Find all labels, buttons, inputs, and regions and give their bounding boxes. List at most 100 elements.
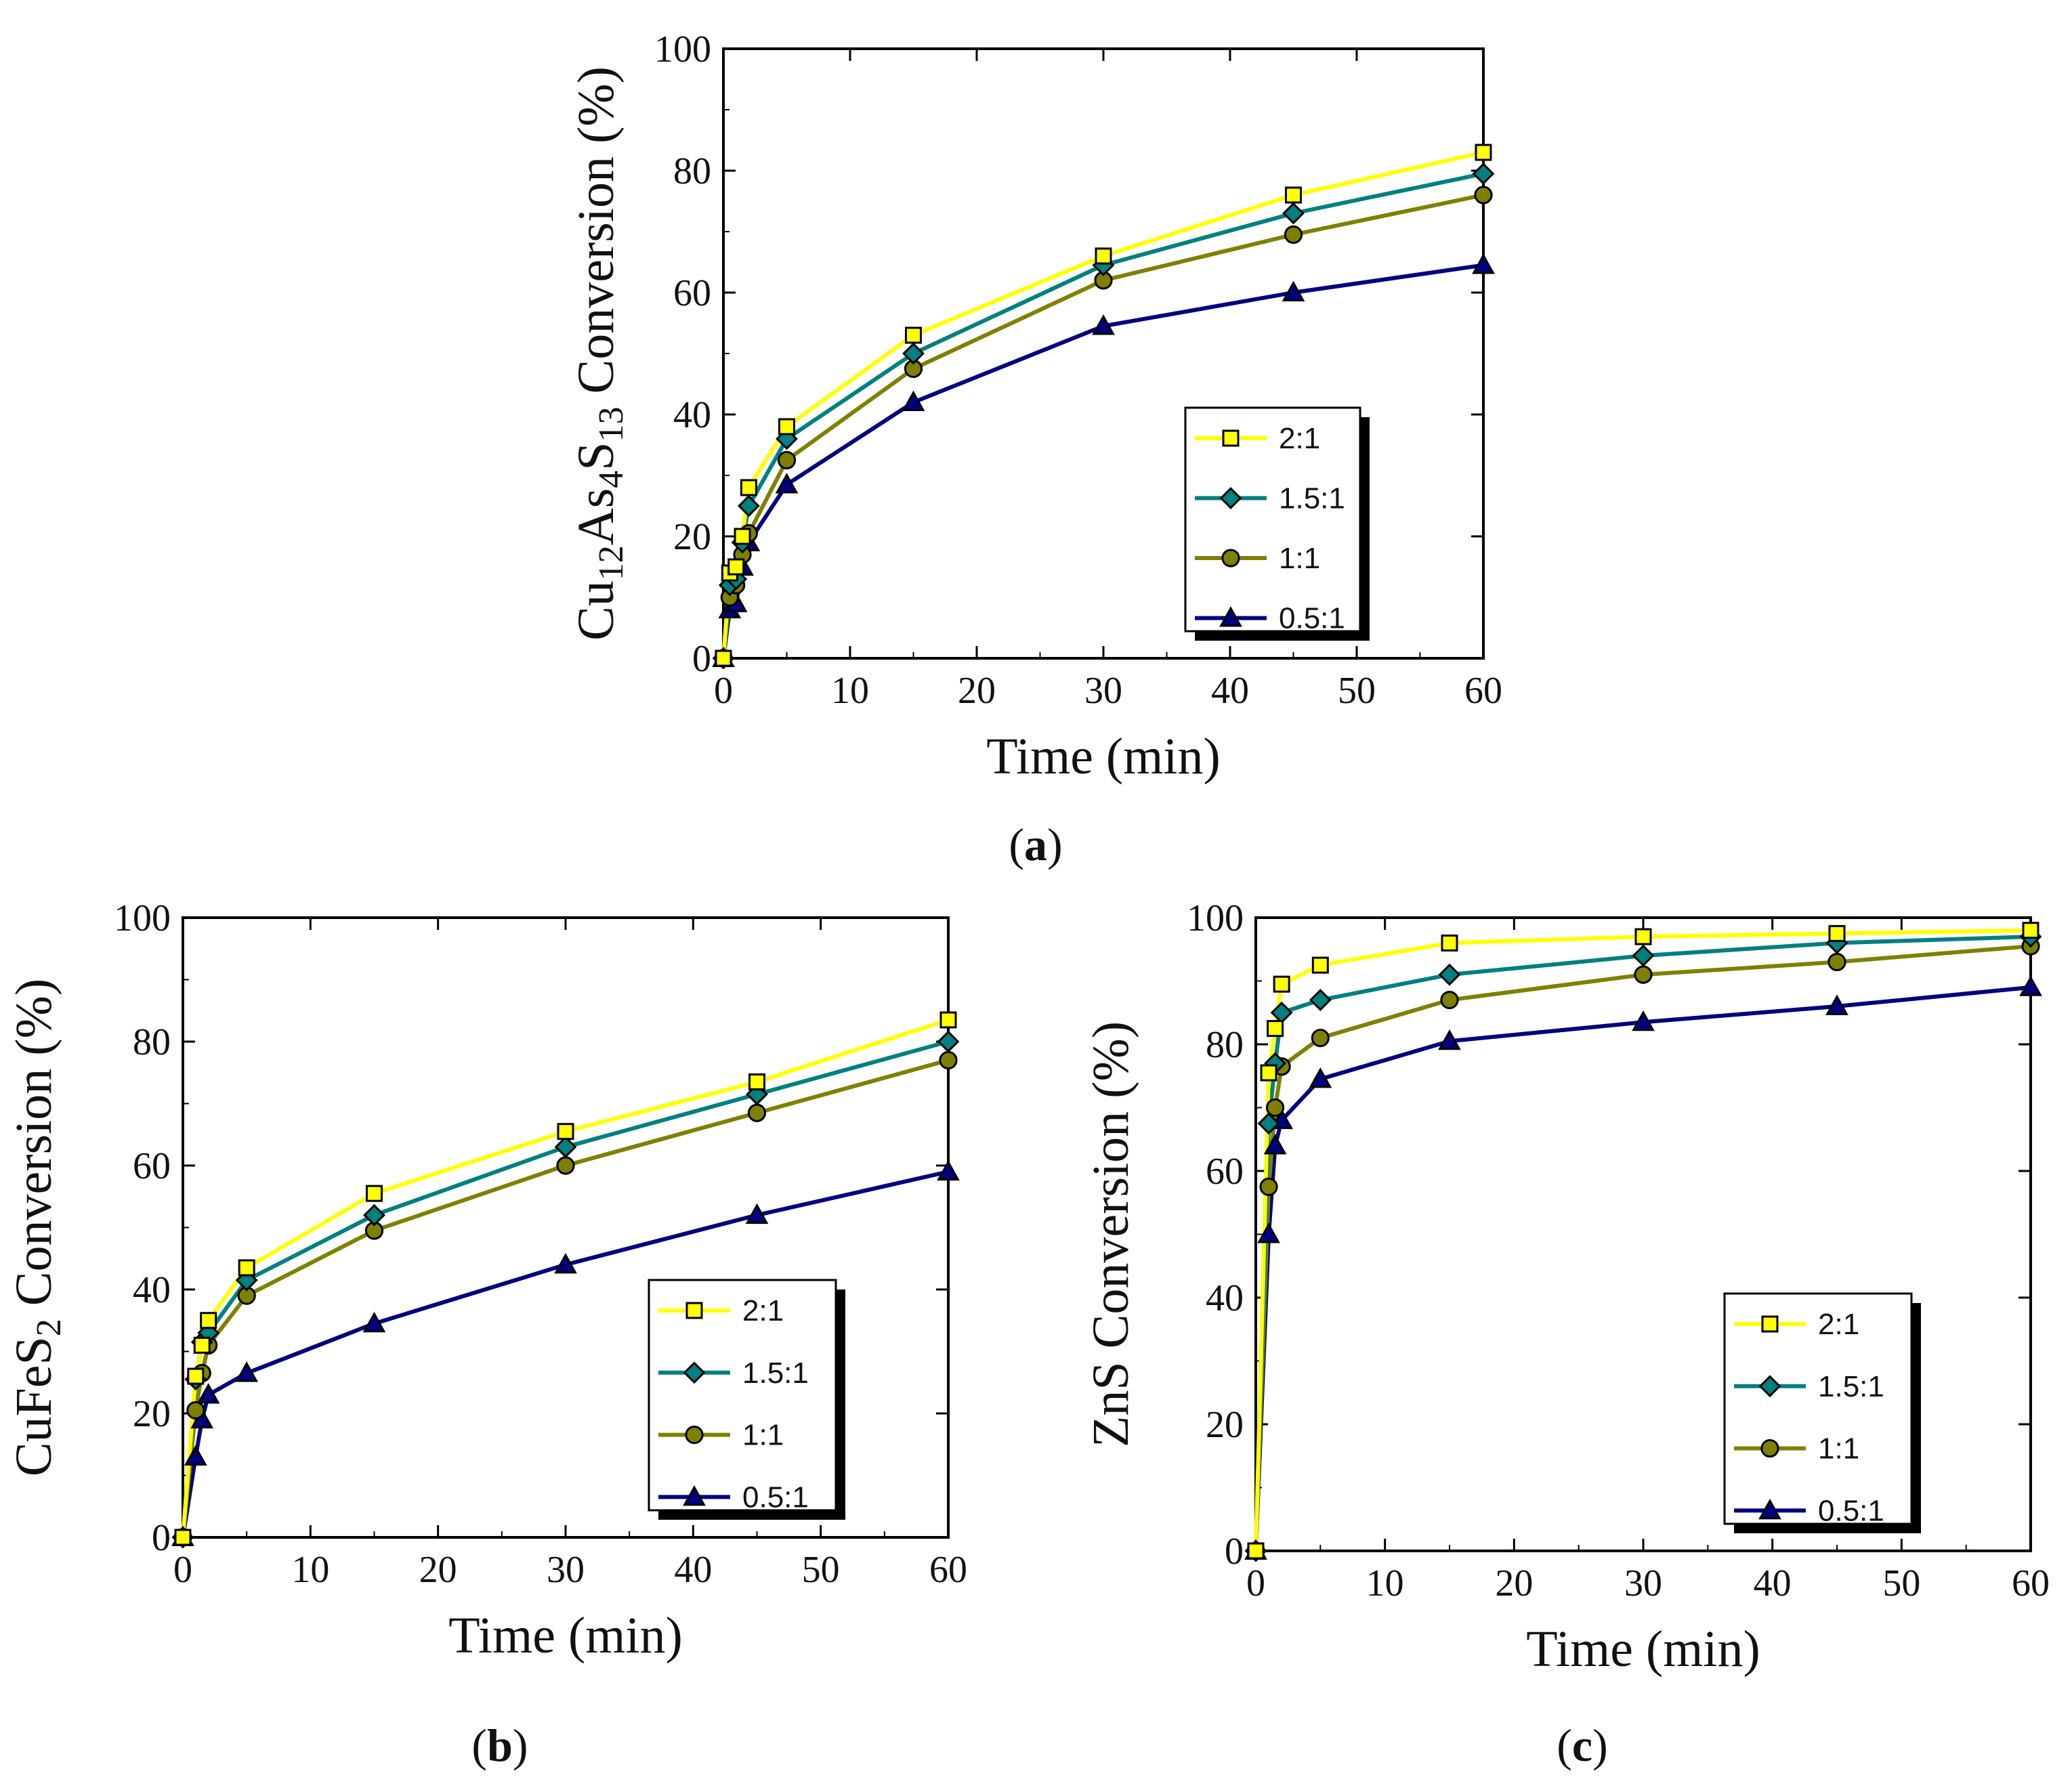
panel-a-x-tick-label: 0 bbox=[714, 670, 733, 712]
panel-b-x-tick-label: 40 bbox=[674, 1549, 712, 1591]
panel-b-series-3-point bbox=[937, 1159, 960, 1181]
panel-c-chart: 0 10 20 30 40 50 60 0 20 40 60 80 100 Time (min) ZnS C… bbox=[1082, 897, 2050, 1678]
panel-a-x-tick-label: 40 bbox=[1211, 670, 1249, 712]
panel-a-y-axis-title-sub: 4 bbox=[592, 471, 631, 488]
panel-c-y-tick-label: 0 bbox=[1225, 1531, 1244, 1573]
panel-c-series-3-point bbox=[1309, 1067, 1332, 1088]
panel-c-legend-marker-1 bbox=[1758, 1375, 1781, 1398]
panel-c-series-3-point bbox=[1257, 1222, 1280, 1243]
panel-b-series-0-point bbox=[200, 1312, 217, 1329]
panel-a-y-tick-label: 60 bbox=[673, 272, 711, 314]
panel-c-x-tick-label: 0 bbox=[1246, 1562, 1265, 1604]
panel-c-x-tick-label: 30 bbox=[1624, 1562, 1662, 1604]
panel-a-label: (a) bbox=[1009, 819, 1062, 870]
panel-b-series-3-point bbox=[196, 1383, 220, 1404]
panel-a-y-tick-label: 100 bbox=[654, 28, 711, 70]
panel-c-series-2-point bbox=[1440, 990, 1459, 1010]
panel-b-series-1-point bbox=[363, 1203, 385, 1226]
panel-a-legend-label-0: 2:1 bbox=[1279, 422, 1320, 455]
panel-a-series-3-point bbox=[1472, 253, 1495, 274]
panel-c-series-0-point bbox=[1828, 924, 1846, 942]
panel-a-x-tick-label: 30 bbox=[1084, 670, 1122, 712]
panel-a-series-1-point bbox=[1282, 202, 1305, 225]
panel-b-y-axis-title-sub: 2 bbox=[30, 1319, 68, 1336]
panel-c-y-tick-label: 40 bbox=[1206, 1277, 1244, 1319]
panel-a-series-1-point bbox=[902, 342, 925, 365]
panel-b-legend-label-1: 1.5:1 bbox=[742, 1357, 809, 1390]
panel-b-legend-label-0: 2:1 bbox=[742, 1294, 784, 1327]
panel-b-y-tick-label: 0 bbox=[152, 1517, 171, 1559]
panel-c-x-tick-label: 40 bbox=[1754, 1562, 1792, 1604]
panel-b-legend-box bbox=[648, 1279, 837, 1512]
panel-a-y-axis-title-part: S bbox=[568, 442, 625, 470]
panel-c-series-0-point bbox=[1441, 934, 1458, 952]
panel-b-series-0-point bbox=[748, 1073, 765, 1090]
panel-c-legend-marker-3 bbox=[1758, 1499, 1781, 1520]
panel-b-series-3-point bbox=[554, 1253, 577, 1274]
panel-a-y-axis-title-part: Conversion (%) bbox=[568, 66, 625, 406]
panel-a-series-1-point bbox=[1472, 163, 1495, 185]
panel-b-x-tick-label: 10 bbox=[291, 1549, 329, 1591]
panel-c-series-3-point bbox=[1632, 1010, 1655, 1031]
panel-c-y-tick-label: 80 bbox=[1206, 1024, 1244, 1066]
panel-c-series-3-point bbox=[1438, 1029, 1461, 1050]
panel-b-legend-marker-0 bbox=[685, 1302, 703, 1319]
panel-b-legend-marker-2 bbox=[685, 1426, 704, 1445]
panel-a-y-tick-label: 40 bbox=[673, 394, 711, 436]
panel-b-series-0-point bbox=[557, 1123, 574, 1140]
panel-c-series-3-point bbox=[1263, 1134, 1287, 1155]
panel-b-series-2-point bbox=[186, 1401, 205, 1420]
panel-a-x-tick-label: 50 bbox=[1338, 670, 1376, 712]
panel-c-series-2-point bbox=[1259, 1177, 1278, 1196]
panel-c-series-0-point bbox=[1311, 956, 1329, 974]
panel-b-series-0-point bbox=[939, 1011, 957, 1029]
panel-a-series-0-point bbox=[1285, 186, 1302, 204]
panel-c-label: (c) bbox=[1557, 1720, 1608, 1771]
panel-b-series-0-point bbox=[174, 1529, 192, 1546]
panel-c-legend-label-1: 1.5:1 bbox=[1818, 1370, 1884, 1403]
panel-c-series-1-point bbox=[1438, 963, 1461, 986]
panel-a-series-0-point bbox=[905, 326, 922, 344]
panel-a-y-axis-title-sub: 12 bbox=[592, 545, 631, 580]
panel-b-label: (b) bbox=[471, 1720, 528, 1771]
panel-c-series-1-point bbox=[1257, 1112, 1280, 1135]
panel-a-y-tick-label: 0 bbox=[692, 638, 711, 680]
panel-b-series-0-point bbox=[187, 1367, 205, 1385]
panel-b-series-1-point bbox=[937, 1030, 960, 1053]
panel-b-legend-marker-1 bbox=[683, 1361, 706, 1384]
panel-a-x-axis-title: Time (min) bbox=[986, 728, 1221, 785]
panel-b-letter: b bbox=[487, 1720, 513, 1771]
panel-a-series-3-point bbox=[775, 473, 799, 494]
panel-c-series-0-point bbox=[1273, 975, 1290, 993]
panel-b-y-axis-title-part: Conversion (%) bbox=[5, 979, 62, 1319]
panel-c-series-0-point bbox=[1634, 928, 1652, 945]
panel-b-chart: 0 10 20 30 40 50 60 0 20 40 60 80 100 Time (min) CuFeS… bbox=[5, 897, 967, 1664]
panel-c-x-tick-label: 50 bbox=[1882, 1562, 1920, 1604]
panel-b-y-tick-label: 80 bbox=[133, 1021, 171, 1063]
panel-b-legend-label-3: 0.5:1 bbox=[742, 1480, 809, 1514]
panel-a-series-0-point bbox=[740, 479, 757, 496]
panel-c-series-0-point bbox=[1247, 1542, 1265, 1560]
panel-a-series-0-point bbox=[715, 649, 732, 667]
panel-a-legend-marker-3 bbox=[1219, 606, 1242, 627]
panel-a-legend-marker-1 bbox=[1219, 487, 1242, 509]
panel-c-y-axis-title-tail: Conversion (%) bbox=[1082, 1021, 1139, 1361]
panel-c-y-tick-label: 60 bbox=[1206, 1151, 1244, 1193]
panel-b-series-0-point bbox=[238, 1259, 255, 1277]
panel-c-series-2-point bbox=[1634, 965, 1653, 984]
panel-a-y-tick-label: 20 bbox=[673, 516, 711, 558]
panel-c-legend-label-0: 2:1 bbox=[1818, 1308, 1859, 1341]
panel-b-series-2-point bbox=[747, 1103, 767, 1122]
panel-a-legend-box bbox=[1184, 406, 1361, 633]
panel-a-series-3-point bbox=[1282, 280, 1305, 301]
panel-c-x-tick-label: 10 bbox=[1366, 1562, 1404, 1604]
panel-b-series-3-point bbox=[362, 1311, 386, 1333]
panel-b-series-2-point bbox=[939, 1050, 958, 1070]
panel-c-series-0-point bbox=[1260, 1064, 1277, 1082]
panel-c-series-1-point bbox=[1632, 944, 1655, 967]
panel-c-legend-label-2: 1:1 bbox=[1818, 1432, 1859, 1466]
panel-b-series-3-point bbox=[745, 1203, 769, 1224]
panel-c-series-2-point bbox=[1266, 1098, 1285, 1117]
panel-a-series-1-point bbox=[737, 494, 760, 517]
